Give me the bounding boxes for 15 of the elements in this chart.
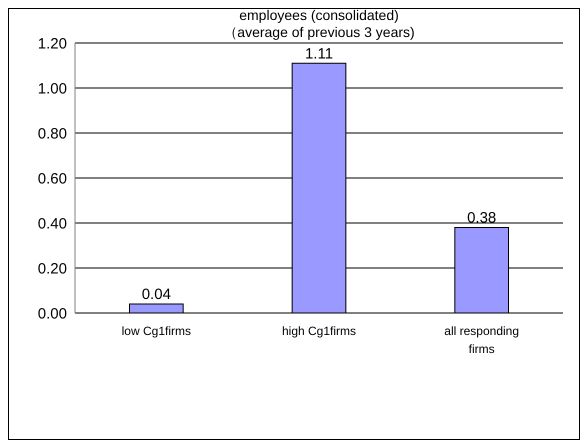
y-tick-label: 0.40	[38, 215, 67, 232]
data-label: 1.11	[304, 45, 334, 62]
y-tick-label: 0.80	[38, 125, 67, 142]
y-tick-label: 0.60	[38, 170, 67, 188]
x-tick-label: all responding firms	[444, 324, 520, 356]
x-tick-label: low Cg1firms	[122, 324, 192, 338]
data-label: 0.04	[142, 286, 171, 303]
y-tick-label: 0.00	[38, 305, 67, 322]
chart-title: employees (consolidated)	[239, 7, 399, 23]
y-tick-label: 1.00	[38, 80, 67, 98]
y-tick-label: 1.20	[38, 35, 67, 52]
x-tick-label: high Cg1firms	[282, 324, 356, 338]
data-label: 0.38	[467, 210, 496, 226]
chart-subtitle: （average of previous 3 years)	[223, 24, 415, 40]
y-tick-label: 0.20	[38, 260, 67, 278]
